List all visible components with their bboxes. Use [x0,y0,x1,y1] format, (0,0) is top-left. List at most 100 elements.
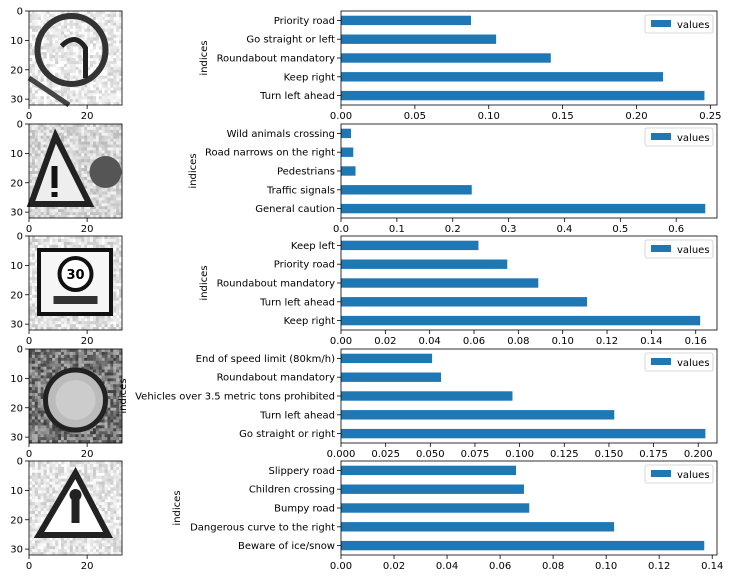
image-pixel [72,324,76,328]
image-pixel [90,11,94,15]
image-pixel [29,153,33,157]
image-pixel [60,46,65,50]
image-pixel [29,381,33,385]
image-pixel [31,171,36,175]
legend-swatch [651,470,671,477]
image-pixel [34,502,39,506]
image-pixel [46,490,50,494]
image-pixel [110,13,114,18]
image-pixel [95,437,100,441]
image-pixel [101,354,105,359]
xtick-label: 0.00 [330,336,352,347]
image-pixel [116,206,120,210]
image-pixel [104,194,108,198]
image-pixel [31,182,36,186]
image-pixel [52,469,56,474]
image-pixel [46,425,50,429]
image-pixel [92,466,97,471]
image-pixel [72,129,76,134]
image-pixel [110,150,114,154]
image-pixel [46,375,50,379]
image-pixel [31,280,36,284]
image-pixel [52,354,56,359]
image-pixel [29,407,33,411]
image-pixel [113,360,117,364]
image-pixel [75,351,79,356]
image-pixel [81,321,85,325]
image-pixel [75,138,79,142]
image-pixel [58,132,62,137]
image-pixel [69,147,73,151]
image-pixel [43,378,47,382]
image-pixel [113,90,117,94]
image-pixel [119,425,123,429]
image-pixel [29,528,33,532]
image-pixel [63,212,68,216]
image-pixel [34,390,39,394]
image-pixel [43,502,47,506]
image-pixel [78,206,82,210]
image-pixel [69,55,73,59]
image-pixel [66,150,70,154]
image-pixel [52,499,56,503]
image-pixel [90,478,94,482]
image-pixel [29,283,33,287]
image-pixel [63,129,68,134]
image-pixel [60,428,65,432]
image-pixel [78,75,82,79]
image-pixel [37,496,41,500]
image-pixel [101,375,105,379]
image-pixel [49,549,53,553]
image-pixel [52,102,56,106]
image-pixel [46,215,50,219]
image-pixel [107,407,111,411]
image-pixel [110,378,114,382]
image-pixel [49,490,53,494]
image-pixel [116,203,120,207]
image-pixel [43,19,47,24]
image-pixel [113,259,117,263]
image-pixel [101,324,105,328]
image-pixel [52,11,56,15]
image-pixel [113,410,117,414]
bar [341,166,356,176]
image-pixel [101,212,105,216]
image-pixel [43,147,47,151]
image-pixel [104,463,108,468]
image-pixel [90,469,94,474]
image-pixel [75,540,79,544]
image-pixel [69,549,73,553]
image-pixel [78,318,82,322]
image-pixel [49,472,53,476]
image-pixel [119,401,123,406]
image-pixel [101,431,105,435]
image-pixel [37,484,41,488]
image-pixel [31,69,36,73]
image-pixel [29,259,33,263]
image-pixel [55,349,59,353]
image-pixel [107,49,111,53]
image-pixel [116,354,120,359]
image-pixel [49,102,53,106]
image-pixel [116,531,120,535]
image-pixel [69,69,73,73]
image-pixel [110,72,114,76]
image-pixel [29,63,33,68]
image-pixel [87,165,91,169]
image-pixel [52,315,56,319]
image-pixel [110,413,114,417]
category-label: Roundabout mandatory [217,279,336,290]
image-pixel [119,327,123,331]
image-pixel [113,318,117,322]
image-pixel [43,40,47,44]
image-pixel [58,49,62,53]
image-pixel [46,360,50,364]
image-pixel [87,159,91,163]
image-pixel [31,552,36,556]
image-pixel [104,496,108,500]
image-pixel [81,236,85,240]
image-pixel [34,428,39,432]
image-pixel [87,179,91,184]
xtick-label: 0.6 [668,224,684,235]
image-pixel [90,13,94,18]
